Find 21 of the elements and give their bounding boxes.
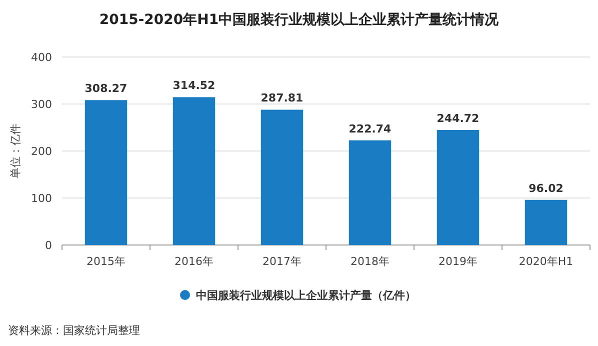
- xtick: 2018年: [350, 255, 390, 268]
- y-tick-label: 100: [31, 192, 52, 205]
- legend: 中国服装行业规模以上企业累计产量（亿件）: [180, 289, 416, 302]
- xtick: 2017年: [262, 255, 302, 268]
- data-label: 308.27: [84, 82, 128, 96]
- data-label: 244.72: [436, 112, 480, 125]
- xtick: 2015年: [86, 255, 126, 268]
- data-label: 287.81: [260, 92, 304, 105]
- data-label: 314.52: [172, 79, 216, 92]
- y-tick-label: 400: [31, 51, 52, 64]
- ylabel: 单位：亿件: [9, 124, 22, 178]
- data-label: 96.02: [528, 182, 564, 195]
- xtick: 2019年: [438, 255, 478, 268]
- data-label: 222.74: [348, 122, 392, 136]
- title: 2015-2020年H1中国服装行业规模以上企业累计产量统计情况: [99, 12, 499, 28]
- annotation: 资料来源：国家统计局整理: [8, 324, 140, 337]
- y-tick-label: 0: [45, 239, 52, 252]
- xtick: 2016年: [174, 255, 214, 268]
- xtick: 2020年H1: [518, 255, 574, 268]
- y-tick-label: 200: [31, 145, 52, 158]
- y-tick-label: 300: [31, 98, 52, 111]
